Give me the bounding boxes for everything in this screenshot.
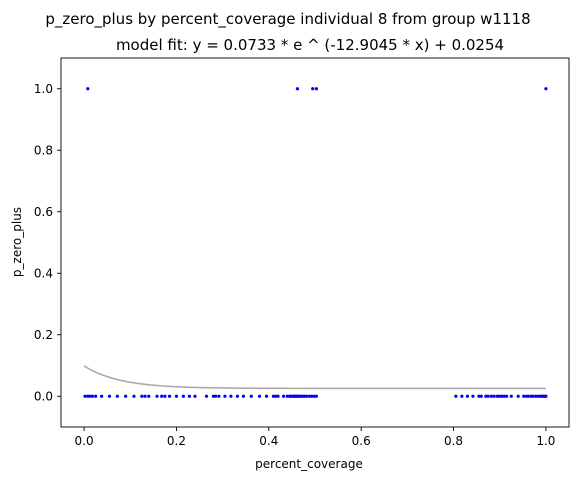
data-point	[489, 394, 494, 398]
data-point	[229, 394, 233, 398]
data-point	[107, 394, 112, 398]
data-point	[264, 394, 269, 398]
data-point	[495, 394, 500, 398]
data-point	[115, 394, 119, 398]
x-tick-label: 0.0	[75, 434, 94, 448]
data-point	[181, 394, 185, 398]
chart-subtitle: model fit: y = 0.0733 * e ^ (-12.9045 * …	[116, 36, 504, 54]
data-point	[509, 394, 513, 398]
data-point	[90, 394, 94, 398]
data-point	[312, 394, 316, 398]
data-point	[544, 394, 548, 398]
fit-curve	[83, 365, 546, 390]
data-point	[167, 394, 172, 398]
data-point	[314, 87, 318, 91]
data-point	[502, 394, 506, 398]
data-point	[484, 394, 488, 398]
x-tick-label: 1.0	[536, 434, 555, 448]
data-point	[187, 394, 191, 398]
data-point	[193, 394, 197, 398]
data-point	[310, 394, 314, 398]
data-point	[460, 394, 464, 398]
y-tick-label: 0.0	[34, 389, 53, 403]
data-point	[174, 394, 179, 398]
data-point	[536, 394, 540, 398]
data-point	[505, 394, 509, 398]
x-tick-label: 0.6	[352, 434, 371, 448]
data-point	[217, 394, 221, 398]
data-point	[257, 394, 262, 398]
data-point	[314, 394, 318, 398]
plot-area	[61, 58, 569, 427]
data-point	[531, 394, 535, 398]
data-point	[249, 394, 253, 398]
y-axis-label: p_zero_plus	[10, 207, 24, 277]
data-point	[471, 394, 475, 398]
data-point	[465, 394, 469, 398]
y-tick-label: 0.2	[34, 328, 53, 342]
data-point	[86, 87, 90, 91]
data-point	[544, 87, 548, 91]
data-point	[285, 394, 289, 398]
data-point	[160, 394, 164, 398]
data-point	[276, 394, 280, 398]
y-tick-label: 1.0	[34, 82, 53, 96]
data-point	[223, 394, 227, 398]
data-point	[214, 394, 218, 398]
data-point	[94, 394, 98, 398]
data-point	[311, 87, 315, 91]
y-axis: 0.0 0.2 0.4 0.6 0.8 1.0	[34, 82, 61, 403]
y-tick-label: 0.6	[34, 205, 53, 219]
x-axis: 0.0 0.2 0.4 0.6 0.8 1.0	[75, 427, 555, 448]
data-point	[454, 394, 458, 398]
x-tick-label: 0.2	[167, 434, 186, 448]
data-point	[204, 394, 209, 398]
data-point	[500, 394, 504, 398]
fit-curve-layer	[83, 365, 546, 390]
data-point	[163, 394, 167, 398]
data-point	[155, 394, 159, 398]
data-point	[486, 394, 490, 398]
data-point	[124, 394, 128, 398]
data-point	[516, 394, 520, 398]
x-tick-label: 0.8	[444, 434, 463, 448]
data-point	[526, 394, 530, 398]
y-tick-label: 0.4	[34, 266, 53, 280]
x-tick-label: 0.4	[259, 434, 278, 448]
data-point	[271, 394, 276, 398]
data-point	[282, 394, 286, 398]
data-point	[147, 394, 151, 398]
data-point	[522, 394, 526, 398]
points-layer	[83, 87, 548, 398]
data-point	[83, 394, 87, 398]
data-point	[307, 394, 312, 398]
data-point	[211, 394, 215, 398]
data-point	[477, 394, 481, 398]
plot-frame	[60, 57, 570, 428]
data-point	[241, 394, 246, 398]
data-point	[235, 394, 240, 398]
data-point	[132, 394, 136, 398]
data-point	[305, 394, 309, 398]
data-point	[534, 394, 538, 398]
data-point	[140, 394, 144, 398]
y-tick-label: 0.8	[34, 143, 53, 157]
data-point	[295, 87, 300, 91]
chart-title: p_zero_plus by percent_coverage individu…	[45, 10, 530, 29]
x-axis-label: percent_coverage	[255, 457, 363, 471]
data-point	[479, 394, 483, 398]
data-point	[100, 394, 104, 398]
data-point	[498, 394, 502, 398]
data-point	[143, 394, 147, 398]
data-point	[492, 394, 496, 398]
data-point	[274, 394, 278, 398]
data-point	[88, 394, 92, 398]
